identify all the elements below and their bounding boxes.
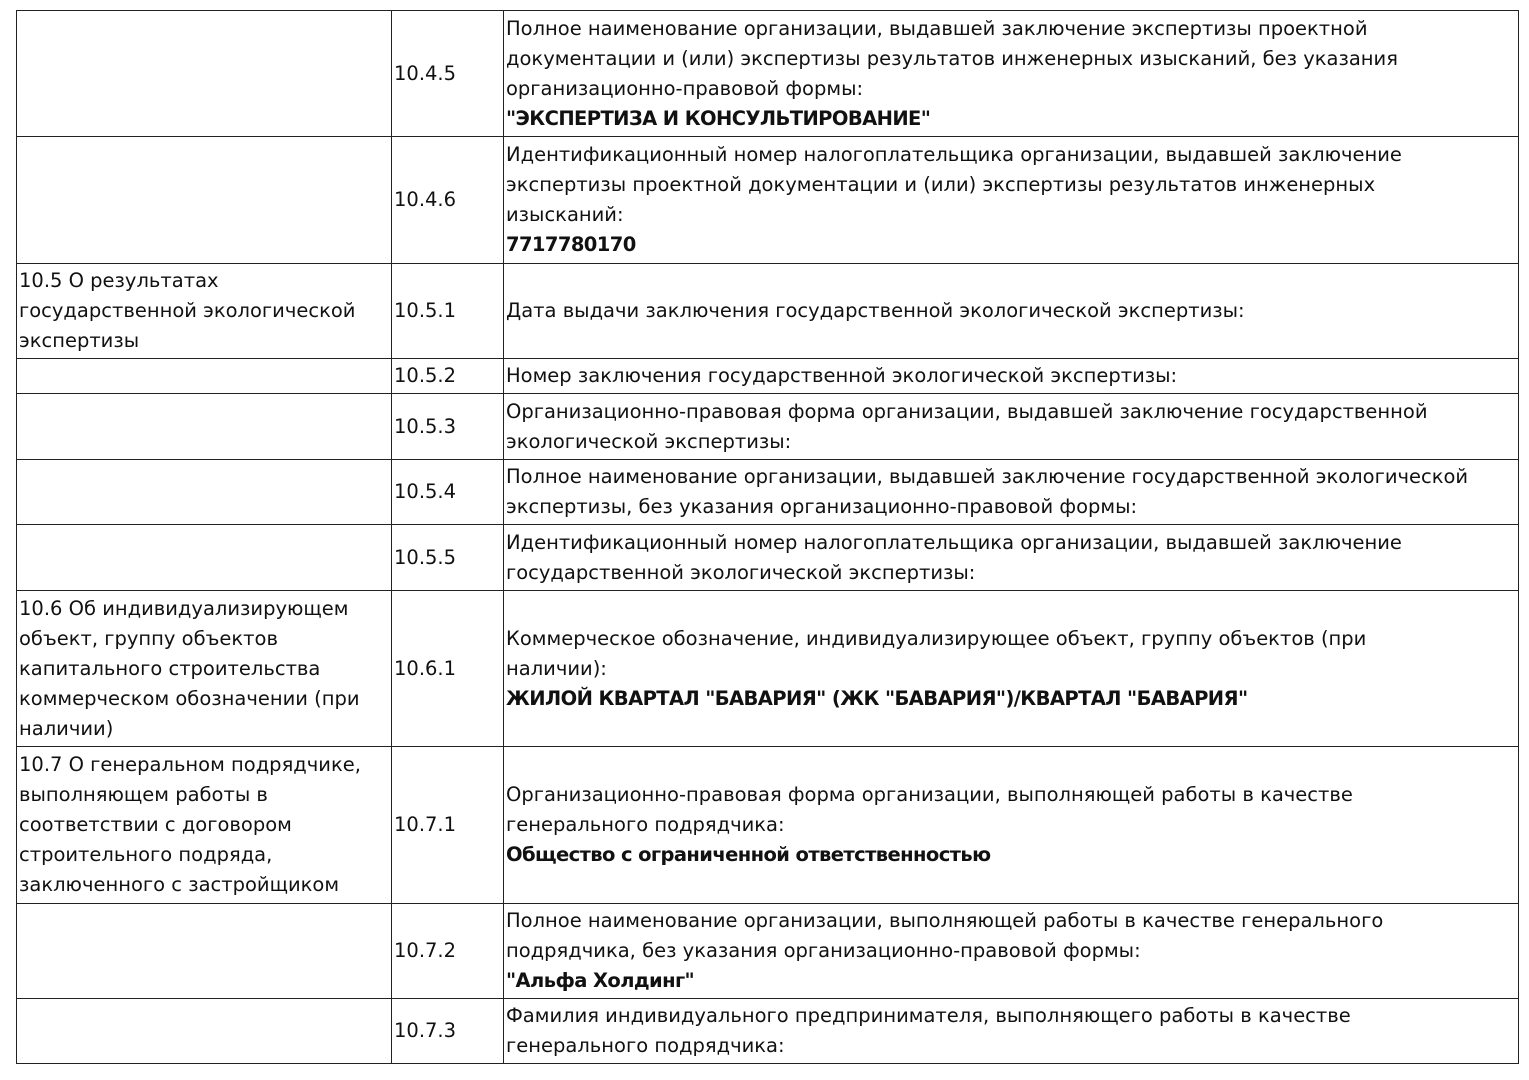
table-row: 10.7 О генеральном подрядчике, выполняющ…: [16, 746, 1519, 904]
field-label: Дата выдачи заключения государственной э…: [506, 299, 1245, 322]
table-row: 10.4.5 Полное наименование организации, …: [16, 10, 1519, 137]
field-label: Полное наименование организации, выполня…: [506, 909, 1384, 962]
table-row: 10.4.6 Идентификационный номер налогопла…: [16, 136, 1519, 264]
field-value: "Альфа Холдинг": [506, 969, 695, 992]
content-cell: Полное наименование организации, выдавше…: [503, 459, 1519, 525]
code-cell: 10.5.2: [391, 358, 504, 394]
code-cell: 10.5.5: [391, 524, 504, 591]
content-cell: Дата выдачи заключения государственной э…: [503, 263, 1519, 359]
code-cell: 10.7.1: [391, 746, 504, 904]
content-cell: Полное наименование организации, выполня…: [503, 903, 1519, 999]
table-row: 10.6 Об индивидуализирующем объект, груп…: [16, 590, 1519, 747]
field-label: Фамилия индивидуального предпринимателя,…: [506, 1004, 1351, 1057]
disclosure-table: 10.4.5 Полное наименование организации, …: [16, 10, 1519, 1064]
content-cell: Полное наименование организации, выдавше…: [503, 10, 1519, 137]
section-cell: [16, 136, 392, 264]
code-cell: 10.5.4: [391, 459, 504, 525]
content-cell: Коммерческое обозначение, индивидуализир…: [503, 590, 1519, 747]
section-cell: [16, 524, 392, 591]
content-cell: Организационно-правовая форма организаци…: [503, 393, 1519, 460]
field-label: Полное наименование организации, выдавше…: [506, 465, 1469, 518]
code-cell: 10.5.3: [391, 393, 504, 460]
field-label: Идентификационный номер налогоплательщик…: [506, 530, 1402, 584]
code-cell: 10.6.1: [391, 590, 504, 747]
section-cell: [16, 393, 392, 460]
content-cell: Фамилия индивидуального предпринимателя,…: [503, 998, 1519, 1064]
field-value: 7717780170: [506, 233, 636, 256]
table-row: 10.5.2 Номер заключения государственной …: [16, 358, 1519, 394]
field-value: "ЭКСПЕРТИЗА И КОНСУЛЬТИРОВАНИЕ": [506, 106, 931, 130]
field-value: ЖИЛОЙ КВАРТАЛ "БАВАРИЯ" (ЖК "БАВАРИЯ")/К…: [506, 686, 1248, 710]
section-cell: [16, 459, 392, 525]
section-cell: [16, 998, 392, 1064]
field-label: Номер заключения государственной экологи…: [506, 364, 1178, 387]
table-row: 10.5.5 Идентификационный номер налогопла…: [16, 524, 1519, 591]
field-label: Идентификационный номер налогоплательщик…: [506, 143, 1402, 226]
section-cell: 10.7 О генеральном подрядчике, выполняющ…: [16, 746, 392, 904]
content-cell: Идентификационный номер налогоплательщик…: [503, 136, 1519, 264]
section-cell: 10.6 Об индивидуализирующем объект, груп…: [16, 590, 392, 747]
table-row: 10.5.4 Полное наименование организации, …: [16, 459, 1519, 525]
field-label: Коммерческое обозначение, индивидуализир…: [506, 626, 1367, 680]
table-row: 10.5 О результатах государственной эколо…: [16, 263, 1519, 359]
section-cell: [16, 358, 392, 394]
table-row: 10.7.2 Полное наименование организации, …: [16, 903, 1519, 999]
content-cell: Номер заключения государственной экологи…: [503, 358, 1519, 394]
code-cell: 10.4.5: [391, 10, 504, 137]
field-label: Организационно-правовая форма организаци…: [506, 783, 1353, 836]
field-value: Общество с ограниченной ответственностью: [506, 843, 991, 866]
content-cell: Идентификационный номер налогоплательщик…: [503, 524, 1519, 591]
content-cell: Организационно-правовая форма организаци…: [503, 746, 1519, 904]
section-cell: [16, 10, 392, 137]
section-cell: 10.5 О результатах государственной эколо…: [16, 263, 392, 359]
table-row: 10.5.3 Организационно-правовая форма орг…: [16, 393, 1519, 460]
code-cell: 10.7.3: [391, 998, 504, 1064]
section-cell: [16, 903, 392, 999]
field-label: Организационно-правовая форма организаци…: [506, 399, 1428, 453]
field-label: Полное наименование организации, выдавше…: [506, 16, 1398, 100]
code-cell: 10.4.6: [391, 136, 504, 264]
code-cell: 10.5.1: [391, 263, 504, 359]
code-cell: 10.7.2: [391, 903, 504, 999]
table-row: 10.7.3 Фамилия индивидуального предприни…: [16, 998, 1519, 1064]
